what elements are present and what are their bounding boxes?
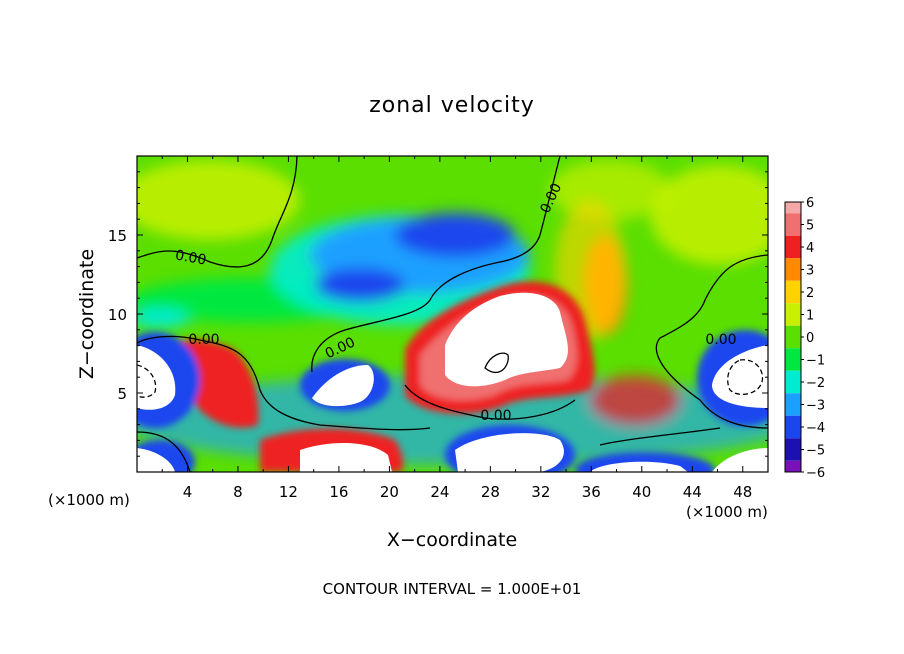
zero-contour-bottom-right (599, 427, 721, 446)
negative-contour-right (727, 359, 764, 396)
colorbar-swatch (785, 235, 801, 259)
colorbar-swatch (785, 370, 801, 394)
x-tick-label: 48 (733, 483, 752, 501)
x-tick-label: 16 (329, 483, 348, 501)
white-cell-bottom-left (137, 448, 175, 472)
colorbar-swatch (785, 460, 801, 472)
colorbar-tick-label: −4 (806, 421, 825, 436)
x-tick-label: 4 (183, 483, 193, 501)
white-cell-bottom-mid-b (455, 433, 564, 472)
white-cell-bottom-mid-a (300, 443, 392, 472)
colorbar-tick-label: 3 (806, 264, 814, 279)
negative-contour-center (484, 352, 509, 374)
velocity-field: 0.00 0.00 0.00 0.00 0.00 0.00 (137, 156, 768, 472)
y-tick-label: 10 (108, 306, 127, 324)
y-tick-label: 15 (108, 227, 127, 245)
x-tick-label: 24 (430, 483, 449, 501)
colorbar-swatch (785, 438, 801, 461)
x-tick-label: 32 (531, 483, 550, 501)
zero-contour-right-upper (655, 254, 768, 429)
x-unit-right: (×1000 m) (686, 503, 768, 521)
colorbar-tick-label: 5 (806, 219, 814, 234)
y-axis-label: Z−coordinate (76, 249, 98, 379)
zero-contour-upper-right (311, 156, 561, 373)
white-cell-bottom-right-b (712, 448, 768, 472)
white-cell-mid-left (312, 365, 374, 407)
y-tick-label: 5 (117, 385, 127, 403)
zero-contour-bottom-band (137, 431, 191, 472)
x-tick-label: 36 (582, 483, 601, 501)
x-axis-label: X−coordinate (387, 529, 517, 551)
colorbar-swatch (785, 280, 801, 304)
colorbar-tick-label: 4 (806, 241, 814, 256)
white-cell-left (137, 345, 176, 410)
x-tick-label: 40 (632, 483, 651, 501)
contour-label: 0.00 (480, 408, 511, 424)
colorbar-tick-label: −2 (806, 376, 825, 391)
zero-contour-upper-left (137, 156, 298, 268)
colorbar-tick-label: 0 (806, 331, 814, 346)
teal-spot-left (137, 308, 190, 328)
x-tick-label: 12 (279, 483, 298, 501)
colorbar-swatch (785, 258, 801, 281)
upper-mid-light-region (550, 160, 670, 220)
white-cell-right (712, 345, 768, 408)
colorbar-swatch (785, 415, 801, 439)
saturated-cells (137, 292, 768, 472)
colorbar-swatch (785, 348, 801, 371)
colorbar-swatch (785, 213, 801, 236)
contour-label: 0.00 (174, 247, 207, 268)
x-axis-ticks: 4 8 12 16 20 24 28 32 36 40 44 48 (161, 156, 752, 501)
colorbar-swatch (785, 325, 801, 349)
white-cell-bottom-right-a (590, 461, 688, 472)
contour-label: 0.00 (705, 332, 736, 348)
zero-contours (137, 156, 768, 472)
negative-contour-left (137, 364, 157, 398)
colorbar-tick-label: 2 (806, 286, 814, 301)
colorbar-tick-label: 6 (806, 196, 814, 211)
x-tick-label: 44 (683, 483, 702, 501)
dark-blue-upper-b (315, 268, 405, 302)
zero-contour-lower-center (404, 384, 576, 420)
colorbar-swatch (785, 202, 801, 214)
colorbar-tick-label: −3 (806, 399, 825, 414)
contour-interval-footer: CONTOUR INTERVAL = 1.000E+01 (323, 580, 582, 598)
colorbar-tick-label: 1 (806, 309, 814, 324)
upper-left-light-region (137, 160, 300, 240)
chart-title: zonal velocity (369, 93, 535, 118)
colorbar-swatch (785, 393, 801, 416)
zero-contour-left-mid (137, 335, 431, 431)
colorbar-tick-label: −5 (806, 444, 825, 459)
x-unit-left: (×1000 m) (48, 491, 130, 509)
white-cell-center (445, 292, 568, 387)
x-tick-label: 28 (481, 483, 500, 501)
colorbar-tick-label: −6 (806, 466, 825, 481)
colorbar-tick-label: −1 (806, 354, 825, 369)
colorbar-swatch (785, 303, 801, 326)
colorbar: 6 5 4 3 2 1 0 −1 −2 −3 −4 −5 −6 (784, 196, 825, 481)
upper-right-light-region (650, 165, 768, 265)
x-tick-label: 20 (380, 483, 399, 501)
x-tick-label: 8 (233, 483, 243, 501)
dark-blue-upper-a (395, 213, 515, 257)
y-axis-ticks: 5 10 15 (108, 171, 768, 457)
contour-label: 0.00 (188, 332, 219, 348)
red-spot-lower-right (590, 375, 680, 425)
